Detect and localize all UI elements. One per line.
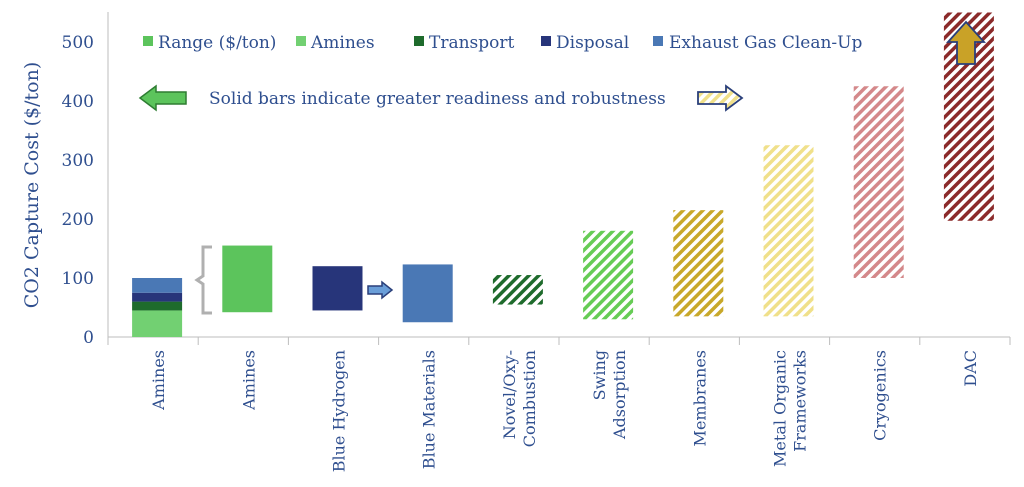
x-tick-label: DAC	[961, 350, 980, 387]
stacked-segment	[132, 278, 183, 293]
y-axis: 0 100 200 300 400 500	[62, 12, 109, 348]
x-tick-label: Metal OrganicFrameworks	[771, 350, 810, 467]
arrow-right-small-icon	[367, 280, 394, 300]
legend-swatch-disposal	[541, 36, 551, 46]
range-bar	[673, 210, 724, 317]
x-tick-label: SwingAdsorption	[590, 350, 629, 440]
legend-swatch-amines	[296, 36, 306, 46]
y-axis-label: CO2 Capture Cost ($/ton)	[21, 62, 43, 309]
legend-swatch-exhaust	[653, 36, 663, 46]
legend-swatch-range	[143, 36, 153, 46]
legend-label-transport: Transport	[429, 33, 515, 53]
range-bar	[763, 145, 814, 317]
y-tick-label: 400	[62, 92, 94, 112]
x-tick-label: Novel/Oxy-Combustion	[500, 350, 539, 447]
y-tick-label: 300	[62, 151, 94, 171]
arrow-up-icon	[945, 20, 987, 65]
y-tick-label: 500	[62, 33, 94, 53]
x-tick-label: Cryogenics	[871, 350, 890, 441]
range-bar	[312, 266, 363, 311]
range-bar	[853, 86, 904, 278]
arrow-left-icon	[138, 84, 187, 112]
range-bar	[222, 245, 273, 313]
legend-label-disposal: Disposal	[556, 33, 629, 53]
y-tick-label: 100	[62, 269, 94, 289]
legend-item-disposal: Disposal	[541, 33, 629, 53]
x-tick-label: Amines	[239, 350, 258, 411]
x-tick-label: Blue Materials	[420, 350, 439, 469]
range-bar	[402, 264, 453, 323]
bracket-icon	[194, 245, 212, 315]
x-axis: Amines Amines Blue Hydrogen Blue Materials N…	[107, 336, 1011, 472]
legend-item-amines: Amines	[296, 33, 375, 53]
readiness-note-text: Solid bars indicate greater readiness an…	[209, 89, 666, 109]
legend-item-range: Range ($/ton)	[143, 33, 276, 53]
y-tick-label: 200	[62, 210, 94, 230]
legend-swatch-transport	[414, 36, 424, 46]
x-tick-label: Blue Hydrogen	[330, 350, 349, 472]
bars	[132, 12, 994, 337]
legend-item-exhaust: Exhaust Gas Clean-Up	[653, 33, 862, 53]
y-tick-label: 0	[83, 328, 94, 348]
arrow-right-icon	[697, 84, 744, 112]
x-tick-label: Membranes	[690, 350, 709, 446]
legend-label-exhaust: Exhaust Gas Clean-Up	[669, 33, 862, 53]
x-tick-label: Amines	[149, 350, 168, 411]
range-bar	[583, 230, 634, 320]
stacked-segment	[132, 292, 183, 302]
stacked-segment	[132, 310, 183, 337]
stacked-segment	[132, 301, 183, 311]
legend-label-range: Range ($/ton)	[158, 33, 276, 53]
range-bar	[492, 275, 543, 305]
legend-label-amines: Amines	[310, 33, 375, 53]
legend: Range ($/ton) Amines Transport Disposal …	[143, 33, 862, 53]
readiness-note: Solid bars indicate greater readiness an…	[138, 84, 744, 112]
legend-item-transport: Transport	[414, 33, 515, 53]
